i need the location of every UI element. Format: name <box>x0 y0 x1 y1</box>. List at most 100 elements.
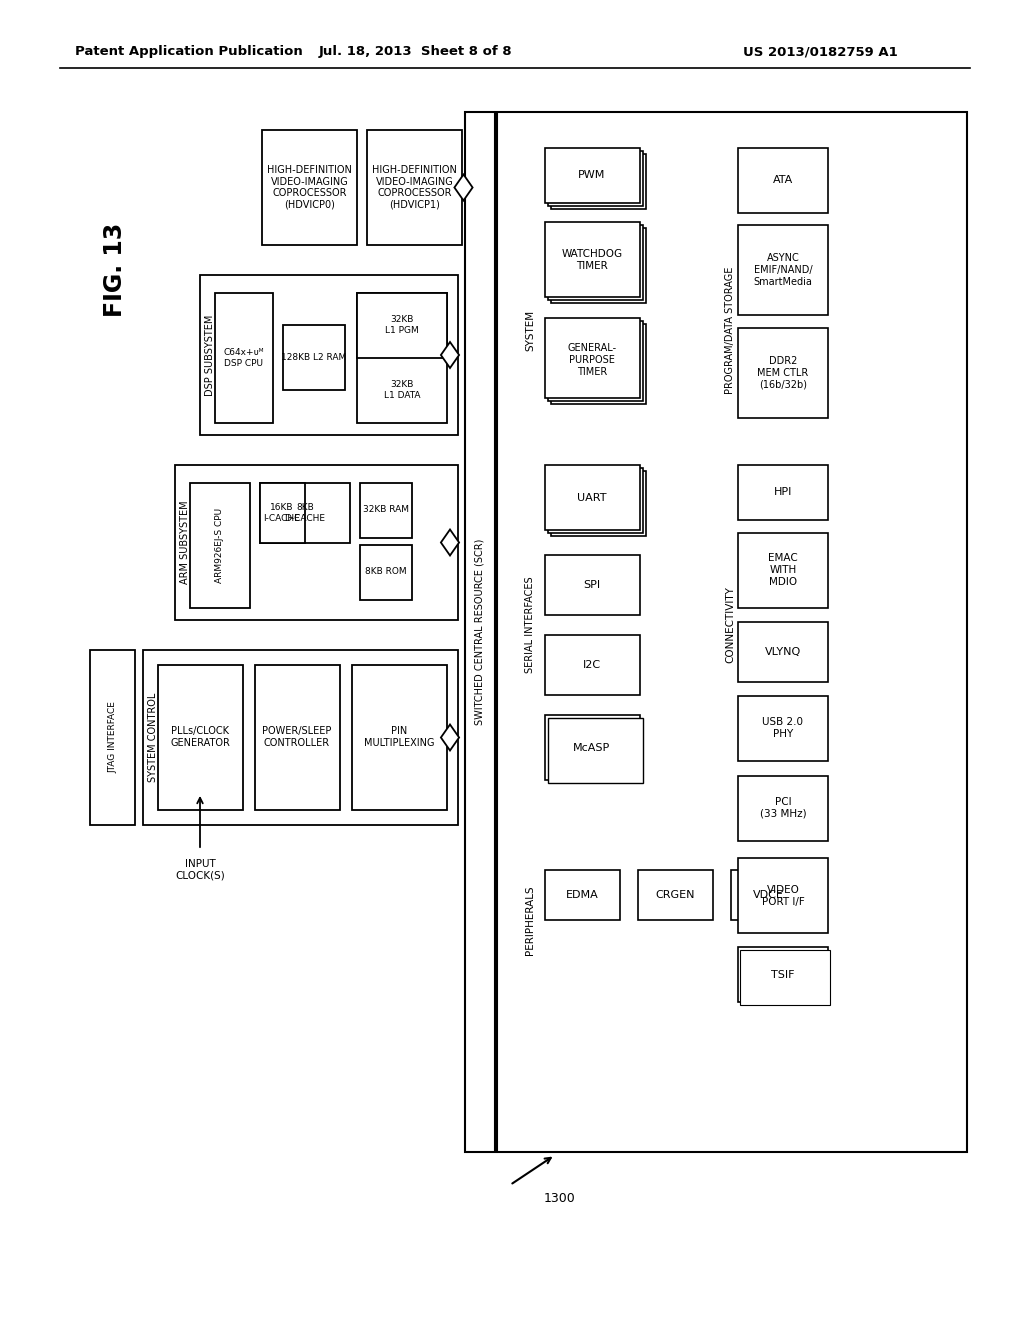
Bar <box>738 696 828 762</box>
Bar <box>143 649 458 825</box>
Text: VDCE: VDCE <box>753 890 783 900</box>
Text: ARM SUBSYSTEM: ARM SUBSYSTEM <box>180 500 190 585</box>
Bar <box>360 545 412 601</box>
Polygon shape <box>441 529 459 556</box>
Bar <box>548 469 643 533</box>
Text: USB 2.0
PHY: USB 2.0 PHY <box>763 717 804 739</box>
Text: JTAG INTERFACE: JTAG INTERFACE <box>108 701 117 774</box>
Bar <box>260 483 305 543</box>
Text: PWM: PWM <box>579 170 605 180</box>
Bar <box>548 321 643 401</box>
Bar <box>551 228 646 304</box>
Bar <box>352 665 447 810</box>
Text: 32KB RAM: 32KB RAM <box>362 506 409 515</box>
Text: CRGEN: CRGEN <box>655 890 694 900</box>
Bar <box>255 665 340 810</box>
Text: HIGH-DEFINITION
VIDEO-IMAGING
COPROCESSOR
(HDVICP0): HIGH-DEFINITION VIDEO-IMAGING COPROCESSO… <box>267 165 352 210</box>
Bar <box>545 715 640 780</box>
Bar <box>367 129 462 246</box>
Bar <box>738 148 828 213</box>
Text: EMAC
WITH
MDIO: EMAC WITH MDIO <box>768 553 798 586</box>
Bar <box>545 635 640 696</box>
Text: 32KB
L1 DATA: 32KB L1 DATA <box>384 380 420 400</box>
Bar <box>545 554 640 615</box>
Bar <box>738 224 828 315</box>
Text: HIGH-DEFINITION
VIDEO-IMAGING
COPROCESSOR
(HDVICP1): HIGH-DEFINITION VIDEO-IMAGING COPROCESSO… <box>372 165 457 210</box>
Bar <box>548 150 643 206</box>
Bar <box>551 323 646 404</box>
Bar <box>738 858 828 933</box>
Text: HPI: HPI <box>774 487 793 498</box>
Bar <box>158 665 243 810</box>
Bar <box>551 471 646 536</box>
Bar <box>548 718 643 783</box>
Text: US 2013/0182759 A1: US 2013/0182759 A1 <box>742 45 897 58</box>
Bar <box>738 327 828 418</box>
Text: GENERAL-
PURPOSE
TIMER: GENERAL- PURPOSE TIMER <box>567 343 616 376</box>
Bar <box>738 946 828 1002</box>
Text: 16KB
I-CACHE: 16KB I-CACHE <box>263 503 300 523</box>
Bar <box>740 950 830 1005</box>
Polygon shape <box>441 725 459 751</box>
Text: 128KB L2 RAM: 128KB L2 RAM <box>282 352 347 362</box>
Bar <box>738 533 828 609</box>
Bar <box>260 483 350 543</box>
Bar <box>262 129 357 246</box>
Text: McASP: McASP <box>573 743 610 752</box>
Bar <box>545 318 640 399</box>
Bar <box>551 154 646 209</box>
Text: POWER/SLEEP
CONTROLLER: POWER/SLEEP CONTROLLER <box>262 726 332 748</box>
Text: I2C: I2C <box>583 660 601 671</box>
Bar <box>638 870 713 920</box>
Text: ASYNC
EMIF/NAND/
SmartMedia: ASYNC EMIF/NAND/ SmartMedia <box>754 253 812 286</box>
Text: DDR2
MEM CTLR
(16b/32b): DDR2 MEM CTLR (16b/32b) <box>758 356 809 389</box>
Bar <box>497 112 967 1152</box>
Bar <box>357 293 447 358</box>
Bar <box>357 293 447 422</box>
Bar <box>738 776 828 841</box>
Text: INPUT
CLOCK(S): INPUT CLOCK(S) <box>175 859 225 880</box>
Text: PIN
MULTIPLEXING: PIN MULTIPLEXING <box>364 726 434 748</box>
Text: 8KB
D-CACHE: 8KB D-CACHE <box>285 503 326 523</box>
Bar <box>175 465 458 620</box>
Bar <box>465 112 495 1152</box>
Text: C64x+ᴜᴹ
DSP CPU: C64x+ᴜᴹ DSP CPU <box>223 348 264 368</box>
Bar <box>731 870 806 920</box>
Text: TSIF: TSIF <box>771 970 795 979</box>
Polygon shape <box>455 174 473 201</box>
Text: 8KB ROM: 8KB ROM <box>366 568 407 577</box>
Bar <box>548 224 643 300</box>
Bar <box>545 222 640 297</box>
Text: VIDEO
PORT I/F: VIDEO PORT I/F <box>762 886 805 907</box>
Bar <box>545 870 620 920</box>
Text: PLLs/CLOCK
GENERATOR: PLLs/CLOCK GENERATOR <box>170 726 230 748</box>
Bar <box>190 483 250 609</box>
Text: CONNECTIVITY: CONNECTIVITY <box>725 586 735 664</box>
Text: PERIPHERALS: PERIPHERALS <box>525 886 535 954</box>
Text: VLYNQ: VLYNQ <box>765 647 801 657</box>
Text: ATA: ATA <box>773 176 794 185</box>
Text: PROGRAM/DATA STORAGE: PROGRAM/DATA STORAGE <box>725 267 735 393</box>
Bar <box>738 622 828 682</box>
Text: SYSTEM CONTROL: SYSTEM CONTROL <box>148 693 158 783</box>
Text: ARM926EJ-S CPU: ARM926EJ-S CPU <box>215 507 224 582</box>
Polygon shape <box>441 342 459 368</box>
Bar <box>90 649 135 825</box>
Text: 32KB
L1 PGM: 32KB L1 PGM <box>385 315 419 335</box>
Bar <box>200 275 458 436</box>
Text: EDMA: EDMA <box>565 890 598 900</box>
Text: SWITCHED CENTRAL RESOURCE (SCR): SWITCHED CENTRAL RESOURCE (SCR) <box>475 539 485 725</box>
Text: Jul. 18, 2013  Sheet 8 of 8: Jul. 18, 2013 Sheet 8 of 8 <box>318 45 512 58</box>
Text: SPI: SPI <box>584 579 600 590</box>
Bar <box>545 465 640 531</box>
Text: SYSTEM: SYSTEM <box>525 309 535 351</box>
Text: WATCHDOG
TIMER: WATCHDOG TIMER <box>561 249 623 271</box>
Text: UART: UART <box>578 492 607 503</box>
Text: SERIAL INTERFACES: SERIAL INTERFACES <box>525 577 535 673</box>
Bar <box>545 148 640 203</box>
Text: FIG. 13: FIG. 13 <box>103 223 127 317</box>
Text: DSP SUBSYSTEM: DSP SUBSYSTEM <box>205 314 215 396</box>
Text: Patent Application Publication: Patent Application Publication <box>75 45 303 58</box>
Text: 1300: 1300 <box>544 1192 575 1204</box>
Text: PCI
(33 MHz): PCI (33 MHz) <box>760 797 806 818</box>
